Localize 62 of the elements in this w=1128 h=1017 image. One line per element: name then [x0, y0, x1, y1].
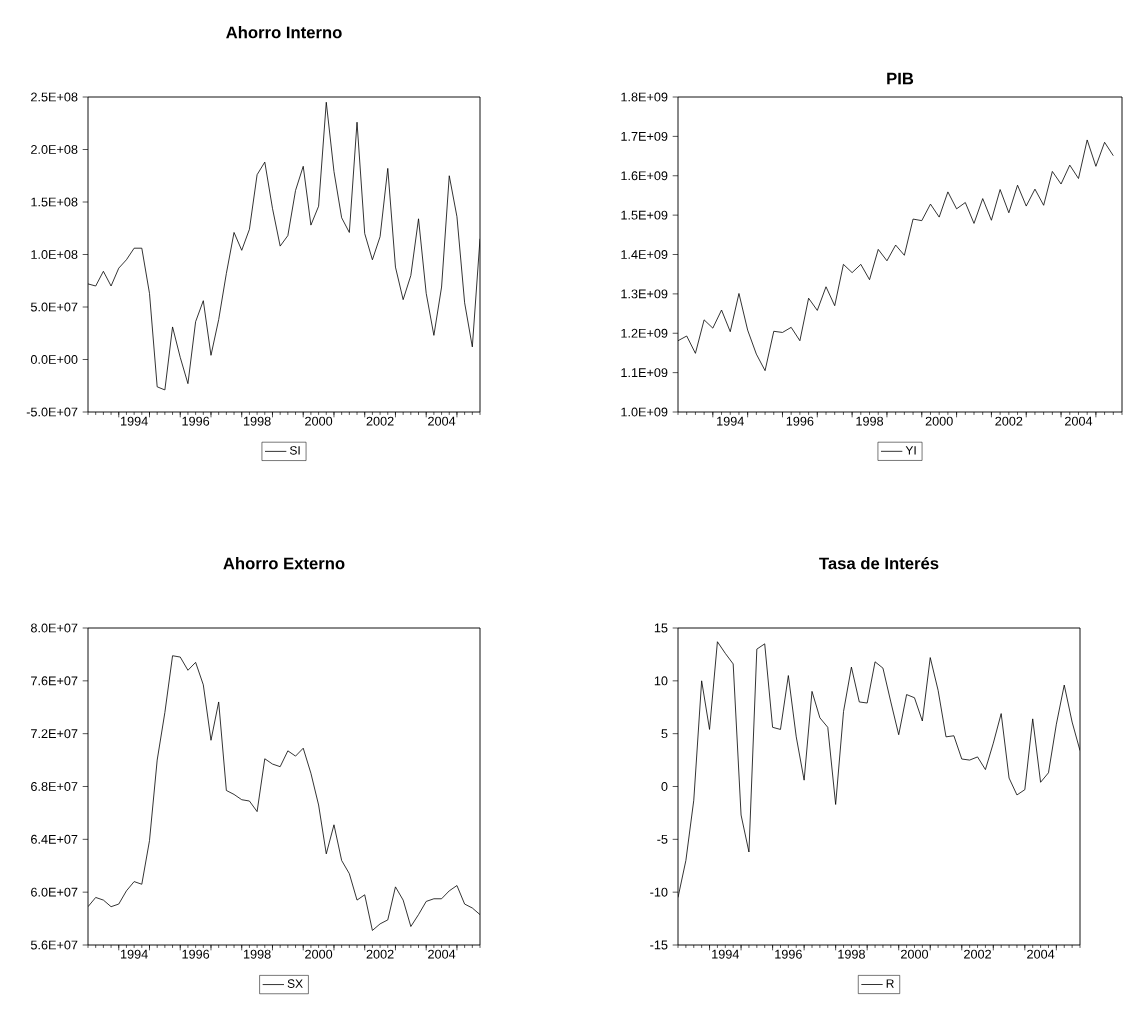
y-tick-label: 15	[654, 623, 668, 633]
y-tick-label: 7.2E+07	[31, 729, 78, 739]
legend-label: SX	[287, 979, 303, 988]
x-tick-label: 2000	[925, 416, 953, 426]
x-tick-label: 1996	[786, 416, 814, 426]
x-tick-label: 1998	[243, 949, 271, 959]
y-tick-label: 1.2E+09	[621, 328, 668, 338]
y-tick-label: -5	[657, 834, 668, 844]
y-tick-label: 0	[661, 782, 668, 791]
y-tick-label: 7.6E+07	[31, 676, 78, 686]
y-tick-label: 1.4E+09	[621, 250, 668, 259]
y-tick-label: -15	[650, 940, 668, 950]
x-tick-label: 1994	[121, 949, 148, 959]
y-tick-label: 1.5E+09	[621, 210, 668, 220]
y-tick-label: 6.0E+07	[31, 887, 78, 897]
y-tick-label: 5.6E+07	[30, 940, 78, 950]
x-tick-label: 1996	[182, 949, 210, 959]
y-tick-label: 0.0E+00	[30, 355, 78, 364]
y-tick-label: 1.1E+09	[621, 368, 668, 378]
y-tick-label: -5.0E+07	[26, 407, 78, 417]
x-tick-label: 1994	[717, 416, 744, 426]
x-tick-label: 1996	[775, 949, 802, 959]
x-tick-label: 2002	[366, 949, 394, 959]
x-tick-label: 1994	[121, 416, 148, 426]
y-tick-label: 1.5E+08	[31, 197, 78, 207]
y-tick-label: 5.0E+07	[30, 302, 78, 312]
x-tick-label: 2004	[1065, 416, 1093, 426]
x-tick-label: 1998	[243, 416, 271, 426]
y-tick-label: 2.0E+08	[31, 145, 78, 154]
y-tick-label: -10	[650, 887, 668, 897]
chart-title: Ahorro Interno	[226, 26, 342, 39]
chart-title: Tasa de Interés	[819, 556, 939, 570]
x-tick-label: 1994	[712, 949, 740, 959]
x-tick-label: 2002	[366, 416, 394, 426]
y-tick-label: 1.6E+09	[621, 171, 668, 181]
x-tick-label: 1998	[856, 416, 884, 426]
chart-title: Ahorro Externo	[223, 557, 345, 570]
legend-label: SI	[289, 446, 300, 455]
x-tick-label: 1998	[838, 949, 865, 959]
x-tick-label: 2004	[428, 416, 456, 426]
y-tick-label: 1.0E+08	[31, 250, 78, 259]
y-tick-label: 1.8E+09	[621, 92, 668, 102]
y-tick-label: 8.0E+07	[30, 623, 78, 633]
legend-label: R	[886, 979, 894, 988]
chart-title: PIB	[887, 72, 914, 85]
x-tick-label: 2000	[305, 949, 333, 959]
x-tick-label: 2002	[964, 949, 991, 959]
y-tick-label: 6.8E+07	[31, 782, 78, 791]
y-tick-label: 5	[661, 729, 668, 739]
x-tick-label: 2000	[305, 416, 333, 426]
x-tick-label: 2004	[1027, 949, 1055, 959]
y-tick-label: 1.0E+09	[621, 407, 668, 417]
legend-label: YI	[905, 446, 916, 455]
x-tick-label: 2002	[995, 416, 1023, 426]
x-tick-label: 2000	[901, 949, 929, 959]
y-tick-label: 1.7E+09	[621, 131, 668, 141]
y-tick-label: 1.3E+09	[621, 289, 668, 299]
y-tick-label: 10	[654, 676, 668, 686]
x-tick-label: 2004	[428, 949, 456, 959]
y-tick-label: 6.4E+07	[31, 834, 78, 844]
x-tick-label: 1996	[182, 416, 210, 426]
y-tick-label: 2.5E+08	[31, 92, 78, 102]
